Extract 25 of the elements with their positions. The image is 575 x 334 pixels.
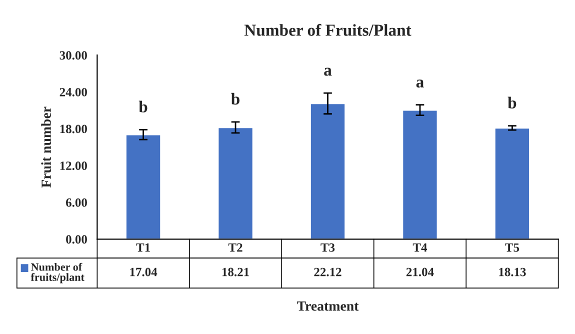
annotation: b: [138, 100, 148, 112]
chart-title: Number of Fruits/Plant: [244, 24, 412, 36]
y-tick-label: 30.00: [60, 51, 87, 60]
x-tick-label: T5: [505, 243, 520, 252]
annotation: b: [231, 92, 240, 105]
annotation: a: [324, 68, 332, 76]
x-tick-label: T4: [412, 243, 428, 252]
data-label: 21.04: [406, 268, 434, 276]
y-tick-label: 12.00: [60, 162, 87, 170]
legend-label: Number of fruits/plant: [30, 262, 84, 284]
y-tick-label: 6.00: [66, 198, 87, 207]
data-label: 18.21: [222, 268, 249, 276]
data-label: 22.12: [314, 268, 342, 276]
x-tick-label: T3: [320, 243, 335, 252]
annotation: a: [416, 80, 424, 88]
x-tick-label: T2: [228, 243, 242, 252]
y-tick-label: 24.00: [60, 88, 87, 96]
y-tick-label: 18.00: [60, 124, 87, 134]
y-axis-title: Fruit number: [41, 106, 51, 188]
annotation: b: [508, 96, 516, 109]
data-label: 18.13: [499, 268, 526, 276]
data-label: 17.04: [130, 268, 158, 276]
x-axis-title: Treatment: [296, 302, 359, 311]
x-tick-label: T1: [136, 243, 150, 252]
y-tick-label: 0.00: [66, 235, 87, 244]
